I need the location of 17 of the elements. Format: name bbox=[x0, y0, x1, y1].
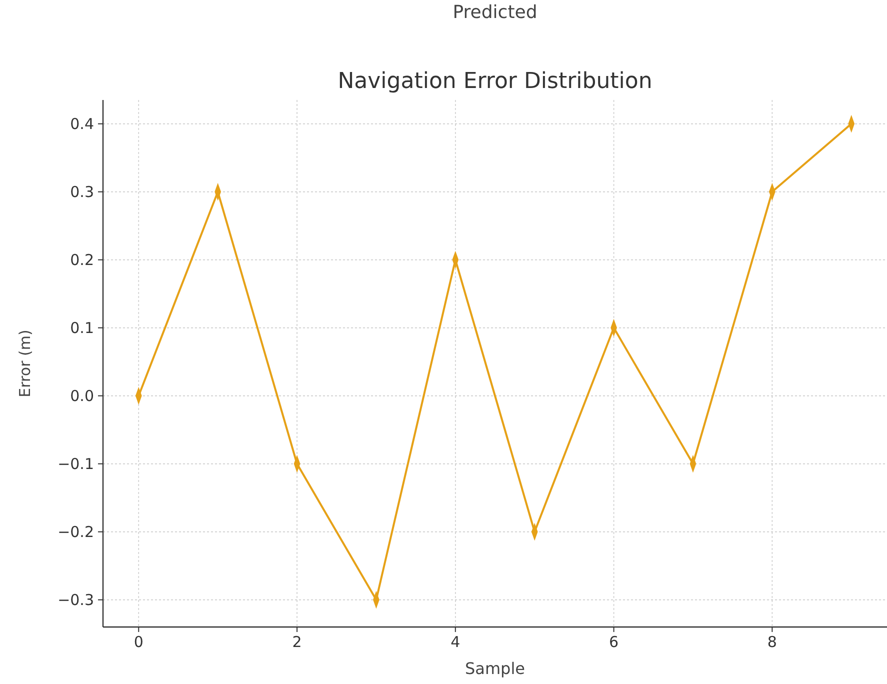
text: Predicted bbox=[452, 2, 538, 23]
chart-title: Navigation Error Distribution bbox=[338, 69, 652, 94]
x-tick-label: 0 bbox=[134, 633, 144, 651]
x-tick-label: 6 bbox=[609, 633, 619, 651]
y-axis-title: Error (m) bbox=[16, 330, 34, 398]
y-tick-label: −0.3 bbox=[58, 591, 94, 610]
x-axis-title: Sample bbox=[465, 659, 525, 678]
y-tick-label: −0.1 bbox=[58, 455, 94, 474]
x-tick-label: 8 bbox=[767, 633, 777, 651]
y-tick-label: 0.2 bbox=[70, 251, 94, 270]
y-tick-label: 0.0 bbox=[70, 387, 94, 406]
x-tick-label: 2 bbox=[292, 633, 302, 651]
y-tick-label: 0.3 bbox=[70, 183, 94, 202]
y-tick-label: 0.1 bbox=[70, 319, 94, 338]
y-tick-label: −0.2 bbox=[58, 523, 94, 542]
x-tick-label: 4 bbox=[450, 633, 460, 651]
y-tick-label: 0.4 bbox=[70, 115, 94, 134]
